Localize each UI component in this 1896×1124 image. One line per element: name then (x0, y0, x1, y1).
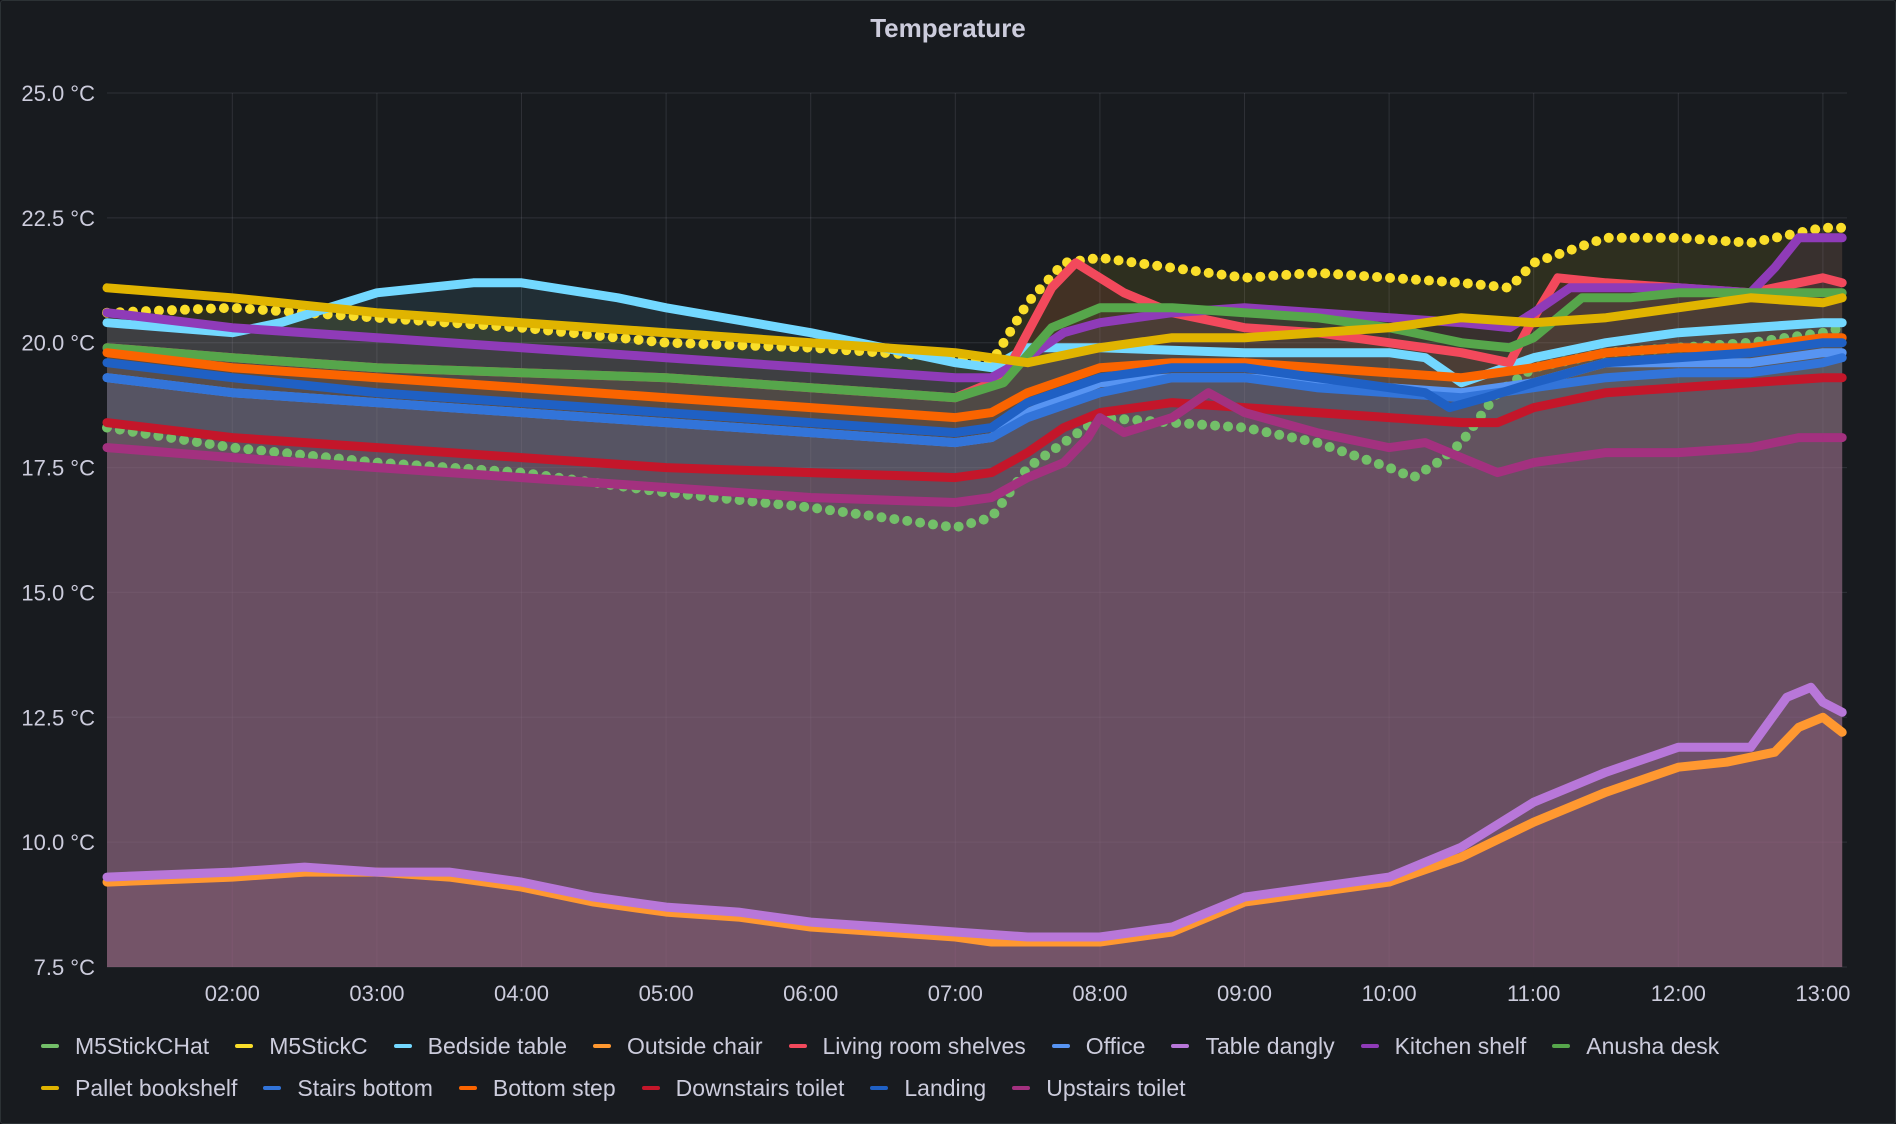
panel-title[interactable]: Temperature (870, 13, 1026, 43)
series-line-table-dangly[interactable] (102, 682, 1847, 942)
legend-item-pallet-bookshelf[interactable]: Pallet bookshelf (41, 1075, 237, 1102)
grid (107, 92, 1847, 968)
legend-item-landing[interactable]: Landing (870, 1075, 986, 1102)
x-tick-label: 05:00 (639, 981, 694, 1006)
legend-label: Outside chair (627, 1032, 763, 1059)
legend-label: Kitchen shelf (1394, 1032, 1527, 1059)
legend-swatch (1012, 1086, 1031, 1090)
legend-label: Anusha desk (1586, 1032, 1720, 1059)
x-tick-label: 02:00 (205, 981, 260, 1006)
series-line-m5stickc[interactable] (102, 222, 1848, 368)
legend-row: M5StickCHat M5StickC Bedside table Outside … (41, 1025, 1871, 1067)
legend-label: Upstairs toilet (1046, 1074, 1186, 1101)
legend-swatch (235, 1044, 254, 1048)
legend-swatch (870, 1086, 889, 1090)
series-line-upstairs-toilet[interactable] (102, 388, 1847, 507)
x-tick-label: 12:00 (1651, 981, 1706, 1006)
temperature-chart: 7.5 °C 10.0 °C 12.5 °C 15.0 °C 17.5 °C 20.0 °… (21, 81, 1850, 1006)
legend-label: Office (1085, 1032, 1146, 1059)
y-tick-label: 20.0 °C (21, 331, 95, 356)
legend-swatch (641, 1086, 660, 1090)
legend-swatch (1171, 1044, 1190, 1048)
series-fill (107, 342, 1843, 967)
series-line-anusha-desk[interactable] (102, 288, 1847, 403)
legend-label: Landing (904, 1074, 987, 1101)
series-fill (107, 357, 1843, 967)
series-fill (107, 377, 1843, 967)
legend-item-kitchen-shelf[interactable]: Kitchen shelf (1360, 1032, 1527, 1060)
x-tick-label: 04:00 (494, 981, 549, 1006)
legend-swatch (393, 1044, 412, 1048)
legend-swatch (1051, 1044, 1070, 1048)
series-line-landing[interactable] (102, 338, 1847, 438)
legend-item-upstairs-toilet[interactable]: Upstairs toilet (1012, 1074, 1186, 1102)
legend-item-bottom-step[interactable]: Bottom step (458, 1074, 616, 1102)
axes: 7.5 °C 10.0 °C 12.5 °C 15.0 °C 17.5 °C 20.0 °… (21, 81, 1850, 1006)
series-fill (107, 262, 1843, 967)
x-tick-label: 11:00 (1507, 981, 1560, 1006)
x-tick-label: 03:00 (349, 981, 404, 1006)
legend-swatch (263, 1086, 282, 1090)
series-line-stairs-bottom[interactable] (102, 353, 1847, 448)
legend-item-living-room-shelves[interactable]: Living room shelves (788, 1032, 1026, 1060)
legend-item-anusha-desk[interactable]: Anusha desk (1552, 1033, 1719, 1060)
series-fill (107, 337, 1843, 967)
x-tick-label: 07:00 (928, 981, 983, 1006)
legend: M5StickCHat M5StickC Bedside table Outside … (41, 1025, 1871, 1109)
y-tick-label: 22.5 °C (21, 206, 95, 231)
legend-item-bedside-table[interactable]: Bedside table (393, 1032, 567, 1060)
series-fill (107, 352, 1843, 967)
legend-label: M5StickC (269, 1032, 368, 1059)
legend-item-downstairs-toilet[interactable]: Downstairs toilet (641, 1074, 845, 1102)
series-fill (107, 282, 1843, 967)
series-line-pallet-bookshelf[interactable] (102, 283, 1847, 368)
legend-label: Stairs bottom (297, 1074, 433, 1101)
legend-label: Downstairs toilet (675, 1074, 845, 1101)
legend-swatch (41, 1044, 59, 1048)
legend-label: Bedside table (427, 1032, 567, 1059)
x-tick-label: 06:00 (783, 981, 838, 1006)
series-line-downstairs-toilet[interactable] (102, 373, 1847, 483)
series-fill (107, 717, 1843, 967)
y-tick-label: 15.0 °C (21, 580, 95, 605)
x-tick-label: 08:00 (1072, 981, 1127, 1006)
legend-swatch (1552, 1044, 1571, 1048)
legend-label: Pallet bookshelf (75, 1074, 238, 1101)
legend-item-m5stickc[interactable]: M5StickC (235, 1032, 368, 1060)
legend-label: Table dangly (1205, 1032, 1335, 1059)
legend-swatch (41, 1086, 59, 1090)
x-tick-label: 09:00 (1217, 981, 1272, 1006)
y-tick-label: 25.0 °C (21, 81, 95, 106)
legend-swatch (593, 1044, 611, 1048)
legend-swatch (788, 1044, 807, 1048)
legend-swatch (458, 1086, 477, 1090)
series-fill (107, 327, 1843, 967)
legend-item-stairs-bottom[interactable]: Stairs bottom (263, 1075, 433, 1102)
legend-item-office[interactable]: Office (1051, 1032, 1146, 1060)
legend-item-m5stickchat[interactable]: M5StickCHat (41, 1033, 209, 1060)
y-tick-label: 12.5 °C (21, 705, 95, 730)
legend-swatch (1360, 1044, 1379, 1048)
x-tick-label: 10:00 (1362, 981, 1417, 1006)
y-tick-label: 17.5 °C (21, 456, 95, 481)
x-tick-label: 13:00 (1795, 981, 1850, 1006)
legend-item-outside-chair[interactable]: Outside chair (593, 1033, 763, 1060)
series-fill (107, 687, 1843, 967)
legend-label: Bottom step (492, 1074, 616, 1101)
series-line-bedside-table[interactable] (102, 278, 1847, 388)
y-tick-label: 7.5 °C (34, 955, 95, 980)
y-tick-label: 10.0 °C (21, 830, 95, 855)
series-line-outside-chair[interactable] (102, 712, 1847, 947)
series-fill (107, 392, 1843, 967)
legend-item-table-dangly[interactable]: Table dangly (1171, 1032, 1335, 1060)
legend-label: Living room shelves (822, 1032, 1026, 1059)
series-line-bottom-step[interactable] (102, 333, 1847, 423)
series-lines[interactable] (102, 222, 1848, 947)
legend-label: M5StickCHat (75, 1032, 210, 1059)
legend-row: Pallet bookshelf Stairs bottom Bottom step… (41, 1067, 1871, 1109)
